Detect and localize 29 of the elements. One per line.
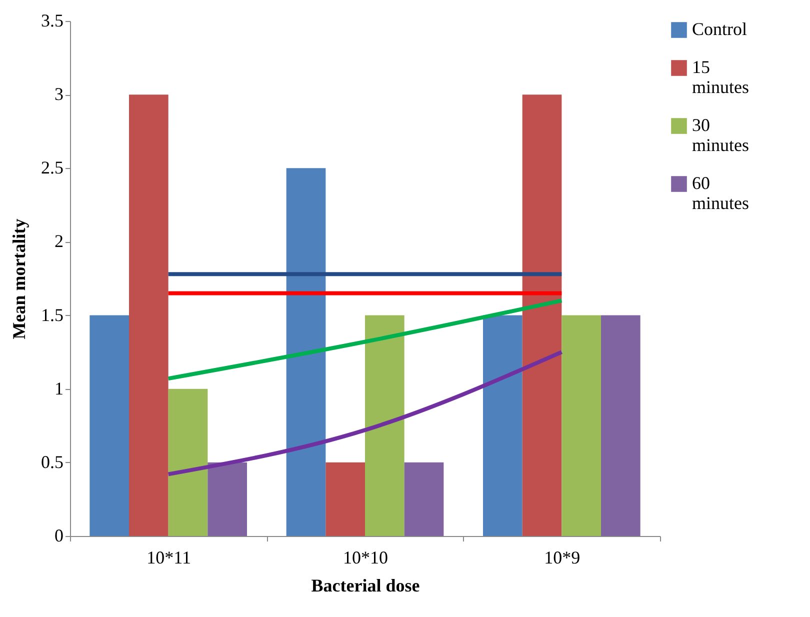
y-tick-label: 3: [54, 84, 64, 104]
bar: [562, 315, 601, 536]
bar: [522, 94, 562, 536]
y-tick-label: 0.5: [41, 452, 64, 472]
y-tick-label: 2.5: [41, 158, 64, 178]
y-tick-label: 3.5: [41, 10, 64, 30]
x-tick-label: 10*11: [146, 548, 192, 568]
legend-label: Control: [692, 19, 748, 39]
y-tick-label: 2: [54, 231, 64, 252]
bar: [483, 315, 522, 536]
legend-label: 30 minutes: [692, 115, 749, 155]
bar: [90, 315, 129, 536]
bar: [168, 388, 208, 536]
bar: [326, 462, 365, 536]
x-axis-title: Bacterial dose: [311, 576, 420, 596]
bar: [286, 168, 326, 536]
y-tick-label: 1: [54, 378, 64, 398]
legend-label: 60 minutes: [692, 173, 749, 213]
bar: [404, 462, 444, 536]
bar: [365, 315, 404, 536]
x-tick-label: 10*10: [343, 548, 388, 568]
bar: [129, 94, 168, 536]
y-tick-label: 0: [54, 526, 64, 546]
bar: [601, 315, 640, 536]
bar: [208, 462, 247, 536]
y-axis-title: Mean mortality: [9, 218, 29, 340]
y-tick-label: 1.5: [41, 304, 64, 325]
x-tick-label: 10*9: [544, 548, 580, 568]
legend-label: 15 minutes: [692, 57, 749, 97]
